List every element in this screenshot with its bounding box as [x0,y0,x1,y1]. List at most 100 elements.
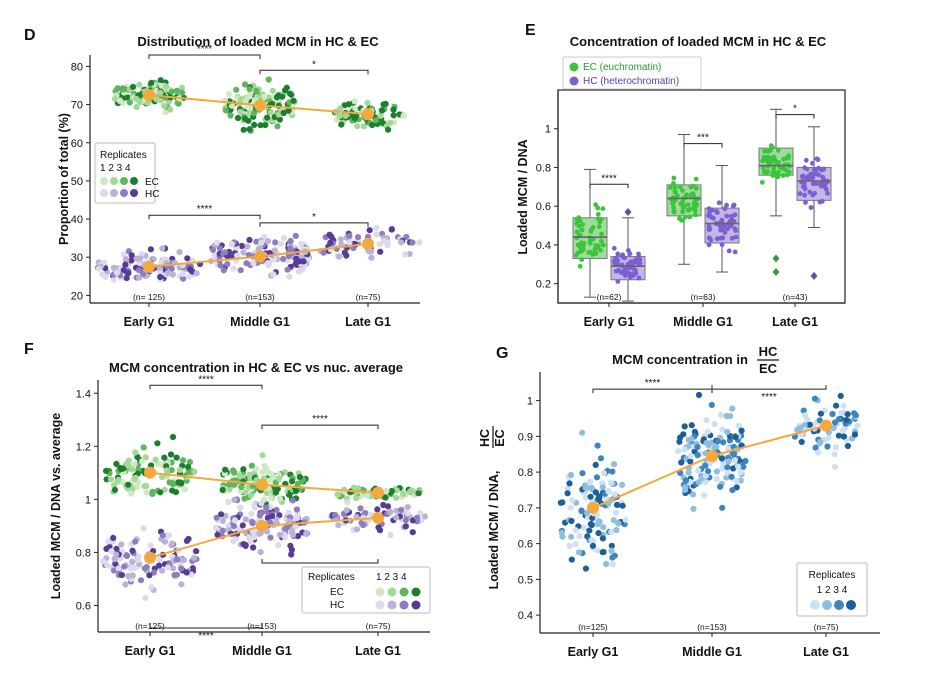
ratio-data-point [737,469,744,476]
legend-hc-swatch [387,600,397,610]
data-point [816,172,821,178]
ec-data-point [125,481,132,488]
legend-title: Replicates [809,570,856,581]
hc-data-point [251,533,258,541]
data-point [588,227,594,233]
significance-bracket [261,559,379,564]
y-tick-label: 0.6 [76,600,91,612]
hc-data-point [110,534,117,542]
data-point [730,203,736,209]
hc-data-point [104,562,111,569]
hc-data-point [222,249,229,256]
ratio-data-point [701,492,708,499]
n-label: (n=75) [814,622,839,632]
ec-data-point [125,462,132,469]
hc-data-point [231,496,238,503]
legend-replicate-swatch [810,600,820,610]
ratio-data-point [713,468,721,475]
ratio-data-point [719,460,727,467]
data-point [626,248,631,253]
hc-data-point [216,245,223,252]
hc-data-point [118,541,125,548]
ec-data-point [264,114,271,121]
ec-data-point [103,476,110,483]
data-point [636,251,641,257]
data-point [694,186,699,191]
legend-replicate-swatch [846,600,856,610]
y-tick-label: 0.6 [518,539,533,551]
significance-bracket [149,384,263,390]
ec-data-point [336,113,343,120]
data-point [599,231,604,237]
hc-data-point [127,565,134,572]
ec-data-point [246,126,253,133]
data-point [611,245,617,251]
ratio-data-point [798,438,805,445]
ec-data-point [185,463,192,470]
legend-hc-swatch [569,76,579,86]
data-point [732,212,738,218]
data-point [574,221,580,227]
ratio-data-point [854,422,861,429]
hc-data-point [171,572,178,579]
ec-data-point [408,487,415,494]
mean-marker [372,511,384,524]
hc-data-point [169,540,176,547]
data-point [574,229,580,235]
data-point [706,235,712,241]
x-tick-label: Early G1 [568,645,619,659]
hc-data-point [230,265,237,272]
hc-data-point [161,538,169,545]
ratio-data-point [717,411,724,419]
ec-data-point [173,87,180,94]
ec-data-point [369,122,376,129]
data-point [825,191,830,196]
data-point [711,215,716,221]
ratio-data-point [600,470,608,477]
data-point [687,214,693,220]
significance-bracket [711,385,827,390]
data-point [685,202,691,208]
ratio-data-point [817,438,824,445]
hc-data-point [326,231,333,238]
y-tick-label: 70 [71,100,83,112]
ec-data-point [390,106,397,113]
y-tick-label: 60 [71,138,83,150]
significance-label: *** [697,133,709,144]
significance-label: **** [645,378,661,389]
n-label: (n= 125) [133,292,165,302]
significance-label: **** [198,374,214,385]
y-tick-label: 0.7 [518,503,533,515]
data-point [684,192,689,198]
ec-data-point [134,483,141,490]
hc-data-point [213,239,221,246]
x-tick-label: Late G1 [355,644,401,658]
ratio-data-point [682,477,690,484]
ec-data-point [364,99,371,106]
data-point [579,227,585,233]
ec-data-point [140,444,147,451]
data-point [613,260,618,266]
hc-data-point [293,255,300,262]
ec-data-point [169,479,176,487]
legend-replicate-numbers: 1 2 3 4 [817,585,848,596]
ec-data-point [157,489,164,496]
ratio-data-point [599,535,607,542]
hc-data-point [298,240,305,247]
ec-data-point [241,81,249,88]
data-point [581,240,587,246]
data-point [763,154,769,160]
hc-data-point [108,548,115,555]
hc-data-point [118,571,125,579]
hc-data-point [384,503,392,510]
ratio-data-point [733,477,740,485]
legend-title: Replicates [308,572,355,583]
ec-data-point [161,102,168,110]
ec-data-point [388,487,395,495]
ratio-data-point [728,473,735,480]
mean-marker [254,250,266,263]
legend-hc-swatch [399,600,409,610]
legend-ec-swatch [569,62,579,72]
data-point [766,158,771,164]
data-point [600,242,606,248]
